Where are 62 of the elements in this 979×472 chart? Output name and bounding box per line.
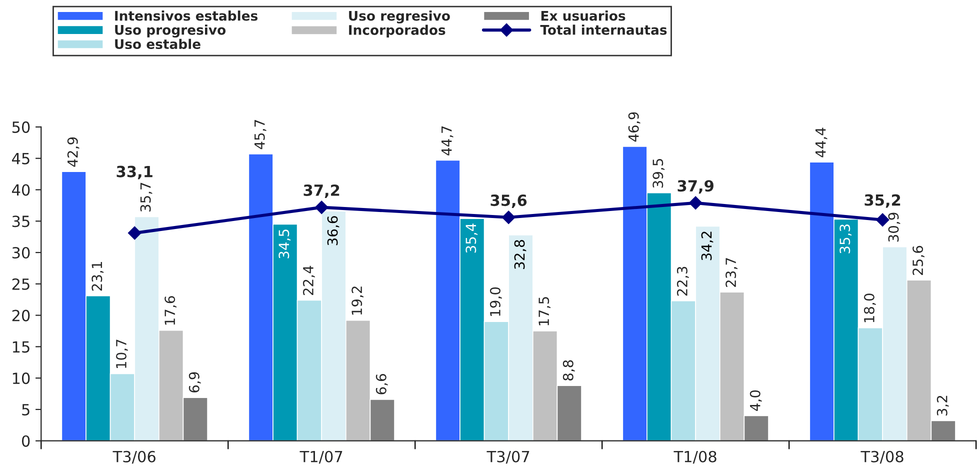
data-label: 30,9: [888, 212, 900, 242]
data-label: 17,5: [538, 297, 550, 326]
data-label: 44,4: [816, 128, 828, 158]
data-label: 44,7: [442, 126, 454, 156]
y-tick-label: 50: [12, 121, 30, 133]
data-label: 36,6: [327, 216, 340, 246]
data-label: 17,6: [164, 296, 177, 325]
y-tick-label: 10: [12, 372, 30, 384]
point: [688, 196, 702, 210]
x-tick-label: T3/06: [112, 450, 156, 464]
legend-label: Uso regresivo: [349, 10, 450, 24]
data-label: 4,0: [750, 390, 762, 411]
data-label: 3,2: [936, 396, 949, 416]
data-label: 35,7: [140, 182, 152, 212]
y-tick-label: 20: [12, 310, 30, 322]
data-label: 6,6: [376, 374, 388, 394]
data-label: 37,2: [304, 184, 340, 198]
y-tick-label: 15: [12, 341, 30, 353]
data-label: 45,7: [254, 120, 266, 150]
data-label: 23,7: [726, 258, 738, 287]
legend-label: Total internautas: [540, 24, 667, 35]
point: [315, 200, 328, 214]
y-tick-label: 25: [12, 278, 30, 290]
x-tick-label: T3/08: [860, 450, 904, 464]
point: [128, 226, 142, 240]
data-label: 19,2: [352, 286, 364, 315]
y-tick-label: 30: [12, 246, 30, 259]
x-tick-label: T1/08: [674, 450, 716, 464]
point: [502, 210, 516, 224]
data-label: 34,2: [701, 232, 714, 260]
data-label: 35,2: [864, 194, 900, 208]
data-label: 22,4: [302, 266, 315, 296]
data-label: 34,5: [278, 230, 291, 258]
legend-label: Uso estable: [115, 38, 200, 50]
data-label: 33,1: [116, 166, 152, 180]
data-label: 22,3: [676, 266, 689, 296]
data-label: 6,9: [188, 372, 201, 392]
y-tick-label: 40: [12, 184, 30, 196]
legend-label: Intensivos estables: [115, 10, 258, 21]
y-tick-label: 45: [12, 153, 30, 164]
y-tick-label: 0: [22, 435, 30, 447]
legend-label: Uso progresivo: [115, 24, 226, 38]
data-label: 19,0: [490, 287, 502, 316]
data-label: 35,4: [466, 224, 478, 253]
data-label: 46,9: [628, 112, 640, 142]
data-label: 8,8: [562, 360, 575, 380]
data-label: 23,1: [92, 262, 104, 291]
data-label: 37,9: [678, 180, 714, 194]
legend-label: Incorporados: [349, 24, 446, 38]
data-label: 18,0: [864, 294, 876, 322]
y-tick-label: 35: [12, 216, 30, 228]
y-tick-label: 5: [22, 404, 30, 416]
x-tick-label: T3/07: [486, 450, 530, 464]
data-label: 10,7: [116, 340, 128, 368]
data-label: 25,6: [912, 246, 924, 275]
data-label: 32,8: [514, 240, 526, 269]
data-label: 39,5: [652, 159, 665, 188]
x-tick-label: T1/07: [300, 450, 342, 464]
data-label: 35,3: [840, 224, 852, 254]
data-label: 35,6: [490, 194, 527, 208]
data-label: 42,9: [67, 137, 80, 167]
legend-label: Ex usuarios: [541, 10, 626, 21]
